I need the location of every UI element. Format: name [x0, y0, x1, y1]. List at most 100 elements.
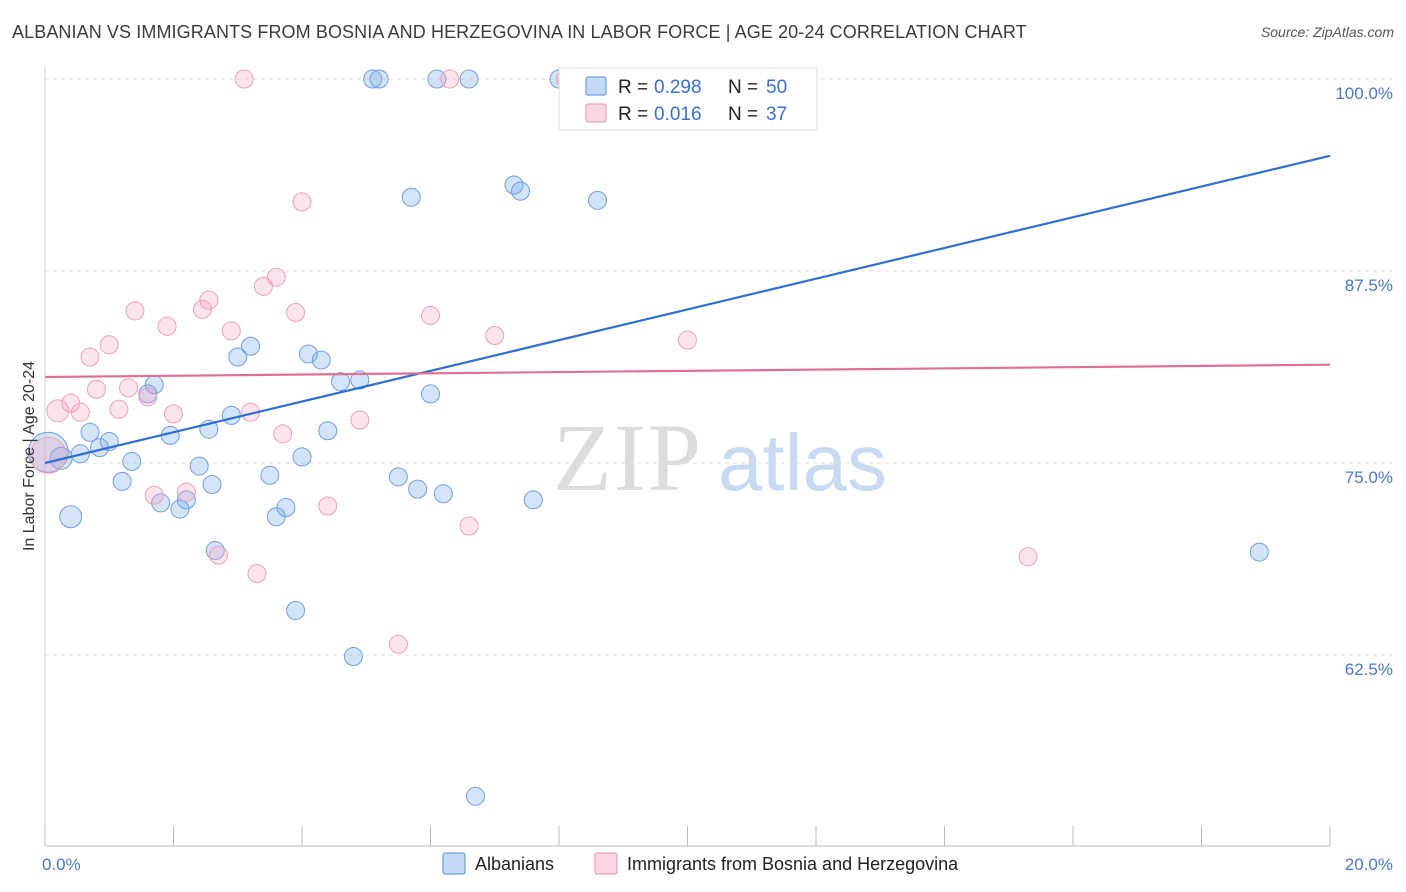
bosnia-point: [266, 267, 286, 287]
watermark-atlas: atlas: [718, 418, 887, 507]
x-tick-label: 0.0%: [42, 855, 81, 874]
bosnia-point: [350, 410, 370, 430]
bosnia-point: [192, 299, 212, 319]
series-legend-swatch-albanians: [442, 852, 466, 875]
bosnia-point: [125, 301, 145, 321]
y-axis-label: In Labor Force | Age 20-24: [21, 361, 38, 551]
bosnia-point: [176, 482, 196, 502]
stats-legend-row-bosnia: R = 0.016 N = 37: [585, 103, 787, 125]
bosnia-point: [144, 485, 164, 505]
albanian-point: [1249, 542, 1269, 562]
albanian-point: [170, 499, 190, 519]
albanian-point: [343, 647, 363, 667]
bosnia-point: [70, 402, 90, 422]
bosnia-point: [286, 302, 306, 322]
albanian-point: [260, 465, 280, 485]
albanian-point: [80, 422, 100, 442]
legend-n-value: 50: [766, 77, 787, 98]
legend-r-label: R =: [618, 77, 648, 98]
bosnia-point: [138, 387, 158, 407]
series-legend-label-albanians: Albanians: [475, 854, 554, 874]
bosnia-point: [86, 379, 106, 399]
y-tick-label: 75.0%: [1345, 468, 1393, 487]
albanian-point: [298, 344, 318, 364]
bosnia-point: [459, 516, 479, 536]
legend-n-value: 37: [766, 104, 787, 125]
x-tick-labels: 0.0% 20.0%: [42, 855, 1393, 874]
bosnia-point: [253, 276, 273, 296]
legend-r-value: 0.298: [654, 77, 702, 98]
watermark: ZIP atlas: [553, 404, 887, 511]
bosnia-trend-line: [44, 363, 1331, 379]
albanian-point: [176, 490, 196, 510]
albanian-point: [221, 405, 241, 425]
bosnia-point: [80, 347, 100, 367]
albanian-point: [228, 347, 248, 367]
bosnia-point: [485, 326, 505, 346]
bosnia-point: [234, 69, 254, 89]
stats-legend: R = 0.298 N = 50 R = 0.016 N = 37: [558, 67, 818, 131]
albanian-point: [189, 456, 209, 476]
watermark-zip: ZIP: [553, 404, 703, 511]
y-tick-label: 62.5%: [1345, 660, 1393, 679]
legend-swatch-albanians: [585, 76, 607, 96]
x-tick-label: 20.0%: [1345, 855, 1393, 874]
albanian-trend-line: [44, 154, 1331, 465]
albanian-point: [112, 471, 132, 491]
albanian-point: [350, 370, 370, 390]
albanian-point: [421, 384, 440, 404]
series-legend-swatch-bosnia: [594, 852, 618, 875]
bosnia-point: [678, 330, 697, 350]
legend-swatch-bosnia: [585, 103, 607, 123]
albanian-point: [331, 372, 351, 392]
albanian-point: [151, 493, 171, 513]
bosnia-point: [292, 192, 312, 212]
bosnia-point: [164, 404, 183, 424]
albanian-point: [59, 505, 83, 529]
albanian-point: [408, 479, 428, 499]
albanian-point: [286, 600, 306, 620]
legend-n-label: N =: [728, 77, 758, 98]
bosnia-point: [99, 335, 119, 355]
albanian-point: [388, 467, 408, 487]
series-legend: Albanians Immigrants from Bosnia and Her…: [442, 852, 959, 875]
legend-n-label: N =: [728, 104, 758, 125]
albanian-point: [588, 190, 608, 210]
albanian-point: [523, 490, 543, 510]
bosnia-point: [46, 399, 70, 423]
albanian-point: [363, 69, 383, 89]
albanian-point: [459, 69, 479, 89]
albanian-point: [311, 350, 331, 370]
chart-source: Source: ZipAtlas.com: [1260, 24, 1394, 40]
albanian-point: [465, 786, 485, 806]
y-tick-label: 100.0%: [1335, 84, 1393, 103]
stats-legend-box: [558, 67, 818, 131]
albanian-point: [241, 336, 261, 356]
bosnia-point: [157, 316, 177, 336]
albanian-point: [27, 431, 69, 473]
data-points: [27, 69, 1269, 806]
albanian-point: [369, 69, 389, 89]
albanian-point: [510, 181, 530, 201]
albanian-point: [401, 187, 421, 207]
y-tick-label: 87.5%: [1345, 276, 1393, 295]
bosnia-point: [29, 436, 67, 474]
trend-lines: [44, 154, 1331, 465]
axes: [44, 66, 1331, 847]
bosnia-point: [119, 378, 139, 398]
bosnia-point: [388, 634, 408, 654]
y-tick-labels: 100.0% 87.5% 75.0% 62.5%: [1335, 84, 1393, 679]
albanian-point: [202, 475, 222, 495]
albanian-point: [292, 447, 312, 467]
albanian-point: [276, 498, 296, 518]
bosnia-point: [440, 69, 460, 89]
bosnia-point: [208, 545, 228, 565]
bosnia-point: [199, 290, 219, 310]
albanian-point: [433, 484, 453, 504]
chart-title: ALBANIAN VS IMMIGRANTS FROM BOSNIA AND H…: [12, 22, 1027, 42]
stats-legend-row-albanians: R = 0.298 N = 50: [585, 76, 787, 98]
bosnia-point: [221, 321, 241, 341]
albanian-point: [122, 451, 142, 471]
bosnia-point: [1018, 547, 1038, 567]
